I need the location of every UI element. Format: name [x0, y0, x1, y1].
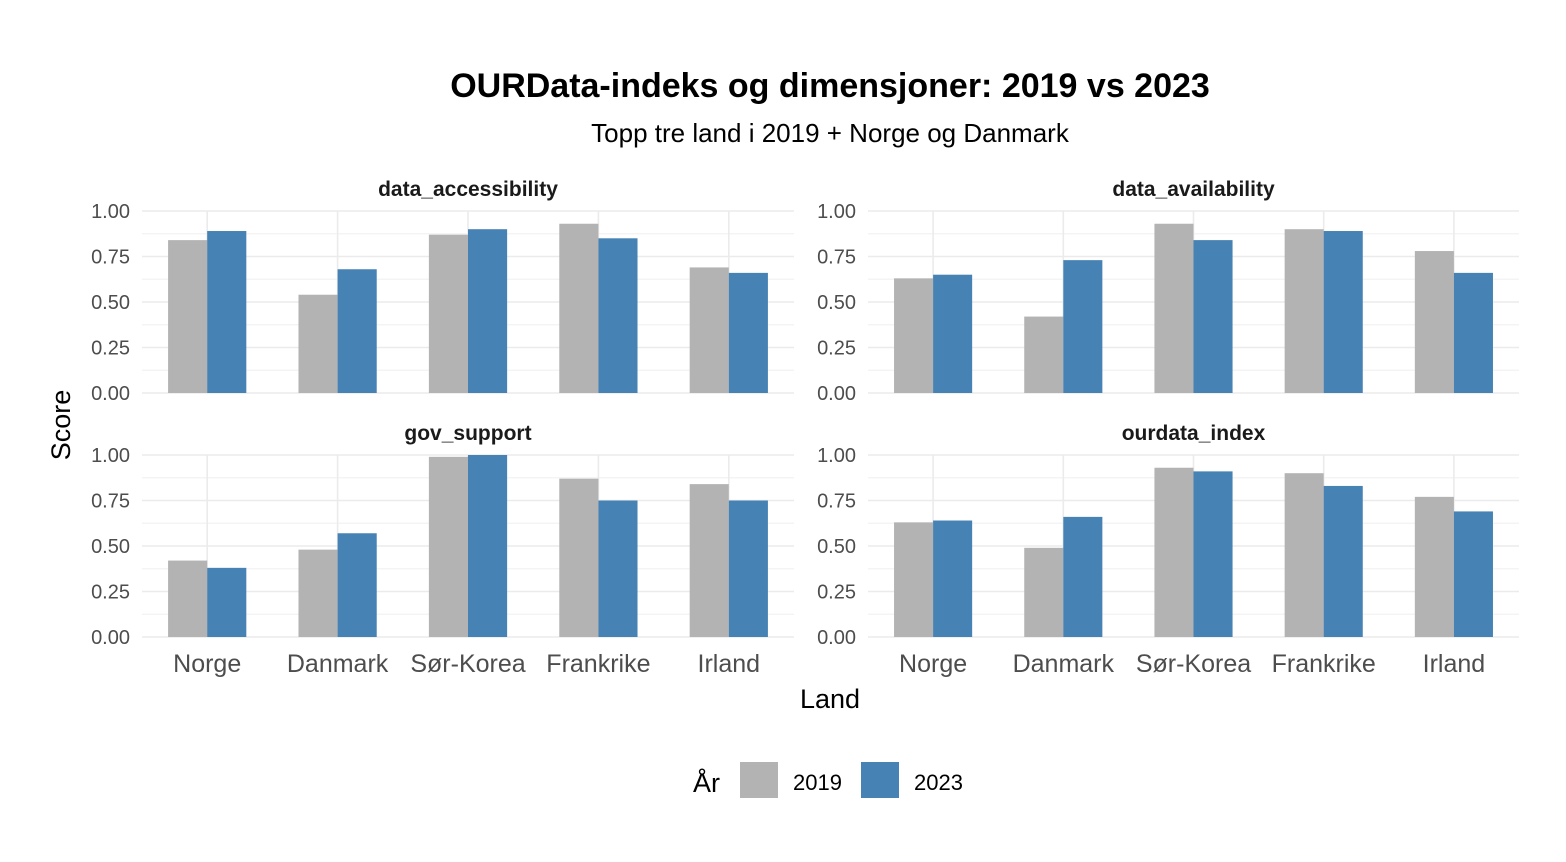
- bar-data_accessibility-2019-Frankrike: [559, 223, 599, 393]
- legend: År 2019 2023: [693, 762, 963, 798]
- x-tick-label: Frankrike: [1272, 650, 1376, 678]
- bar-gov_support-2019-Frankrike: [559, 478, 599, 637]
- chart-title: OURData-indeks og dimensjoner: 2019 vs 2…: [450, 67, 1210, 105]
- bar-ourdata_index-2019-Irland: [1414, 496, 1454, 637]
- bar-data_availability-2019-Sør-Korea: [1154, 223, 1194, 393]
- legend-label-2023: 2023: [914, 770, 963, 795]
- y-tick-label: 0.25: [91, 582, 130, 604]
- bar-data_availability-2019-Irland: [1414, 251, 1454, 393]
- bar-ourdata_index-2019-Norge: [894, 522, 934, 637]
- y-tick-label: 0.75: [91, 247, 130, 269]
- bar-ourdata_index-2023-Irland: [1453, 511, 1493, 637]
- bar-data_availability-2023-Sør-Korea: [1193, 240, 1233, 393]
- bar-ourdata_index-2023-Sør-Korea: [1193, 471, 1233, 637]
- x-tick-label: Danmark: [287, 650, 389, 678]
- y-tick-label: 0.75: [817, 247, 856, 269]
- bar-data_availability-2023-Frankrike: [1323, 231, 1363, 393]
- legend-title: År: [693, 767, 720, 798]
- bar-ourdata_index-2019-Danmark: [1024, 547, 1064, 637]
- y-tick-label: 0.00: [91, 627, 130, 649]
- bar-gov_support-2019-Sør-Korea: [428, 456, 468, 637]
- y-tick-label: 1.00: [91, 445, 130, 467]
- facet-label-data_availability: data_availability: [1112, 178, 1275, 201]
- y-tick-label: 0.75: [91, 491, 130, 513]
- x-axis-title: Land: [800, 684, 860, 714]
- bar-data_accessibility-2019-Norge: [168, 240, 208, 393]
- facet-panel-data_accessibility: 0.00 0.25 0.50 0.75 1.00 data_accessibility: [91, 178, 794, 405]
- facet-panel-data_availability: 0.00 0.25 0.50 0.75 1.00 data_availability: [817, 178, 1519, 405]
- y-tick-label: 1.00: [817, 445, 856, 467]
- y-axis-title: Score: [46, 390, 76, 461]
- y-tick-label: 0.50: [91, 292, 130, 314]
- bar-data_availability-2019-Norge: [894, 278, 934, 393]
- bar-gov_support-2019-Irland: [689, 484, 729, 637]
- x-tick-label: Frankrike: [546, 650, 650, 678]
- facet-panels: 0.000.250.500.751.00data_accessibility0.…: [91, 178, 1519, 678]
- x-tick-label: Irland: [698, 650, 761, 678]
- y-tick-label: 0.75: [817, 491, 856, 513]
- y-tick-label: 0.50: [817, 536, 856, 558]
- bar-data_availability-2023-Irland: [1453, 272, 1493, 393]
- facet-label-gov_support: gov_support: [404, 422, 531, 445]
- x-tick-label: Sør-Korea: [410, 650, 525, 678]
- bar-ourdata_index-2023-Danmark: [1063, 516, 1103, 637]
- bar-data_accessibility-2023-Danmark: [337, 269, 377, 393]
- facet-label-data_accessibility: data_accessibility: [378, 178, 558, 201]
- y-tick-label: 0.50: [817, 292, 856, 314]
- chart-subtitle: Topp tre land i 2019 + Norge og Danmark: [591, 118, 1070, 148]
- bar-gov_support-2023-Sør-Korea: [468, 455, 508, 637]
- bar-ourdata_index-2019-Frankrike: [1284, 473, 1324, 637]
- bar-gov_support-2023-Norge: [207, 567, 247, 637]
- y-tick-label: 0.00: [817, 383, 856, 405]
- bar-data_availability-2019-Danmark: [1024, 316, 1064, 393]
- bar-gov_support-2023-Danmark: [337, 533, 377, 637]
- bar-gov_support-2019-Danmark: [298, 549, 338, 637]
- legend-swatch-2019: [740, 762, 778, 798]
- y-tick-label: 0.25: [817, 582, 856, 604]
- bar-data_accessibility-2019-Irland: [689, 267, 729, 393]
- y-tick-label: 0.50: [91, 536, 130, 558]
- facet-panel-ourdata_index: 0.00 0.25 0.50 0.75 1.00 ourdata_index Norge Da…: [817, 422, 1519, 678]
- bar-data_accessibility-2019-Danmark: [298, 294, 338, 393]
- bar-data_accessibility-2023-Sør-Korea: [468, 229, 508, 393]
- bar-data_accessibility-2023-Irland: [728, 272, 768, 393]
- y-tick-label: 1.00: [817, 201, 856, 223]
- bar-ourdata_index-2023-Norge: [933, 520, 973, 637]
- bar-data_availability-2019-Frankrike: [1284, 229, 1324, 393]
- bar-gov_support-2023-Irland: [728, 500, 768, 637]
- bar-data_availability-2023-Danmark: [1063, 260, 1103, 393]
- bar-ourdata_index-2023-Frankrike: [1323, 485, 1363, 637]
- bar-data_accessibility-2019-Sør-Korea: [428, 234, 468, 393]
- y-tick-label: 1.00: [91, 201, 130, 223]
- bar-data_accessibility-2023-Frankrike: [598, 238, 638, 393]
- bar-ourdata_index-2019-Sør-Korea: [1154, 467, 1194, 637]
- facet-label-ourdata_index: ourdata_index: [1122, 422, 1266, 445]
- x-tick-label: Norge: [173, 650, 241, 678]
- legend-label-2019: 2019: [793, 770, 842, 795]
- bar-gov_support-2019-Norge: [168, 560, 208, 637]
- bar-data_availability-2023-Norge: [933, 274, 973, 393]
- y-tick-label: 0.00: [817, 627, 856, 649]
- bar-gov_support-2023-Frankrike: [598, 500, 638, 637]
- x-tick-label: Norge: [899, 650, 967, 678]
- y-tick-label: 0.00: [91, 383, 130, 405]
- x-tick-label: Danmark: [1013, 650, 1115, 678]
- y-tick-label: 0.25: [817, 338, 856, 360]
- bar-data_accessibility-2023-Norge: [207, 231, 247, 393]
- legend-swatch-2023: [861, 762, 899, 798]
- x-tick-label: Irland: [1423, 650, 1486, 678]
- x-tick-label: Sør-Korea: [1136, 650, 1251, 678]
- y-tick-label: 0.25: [91, 338, 130, 360]
- facet-panel-gov_support: 0.00 0.25 0.50 0.75 1.00 gov_support Norge Danm…: [91, 422, 794, 678]
